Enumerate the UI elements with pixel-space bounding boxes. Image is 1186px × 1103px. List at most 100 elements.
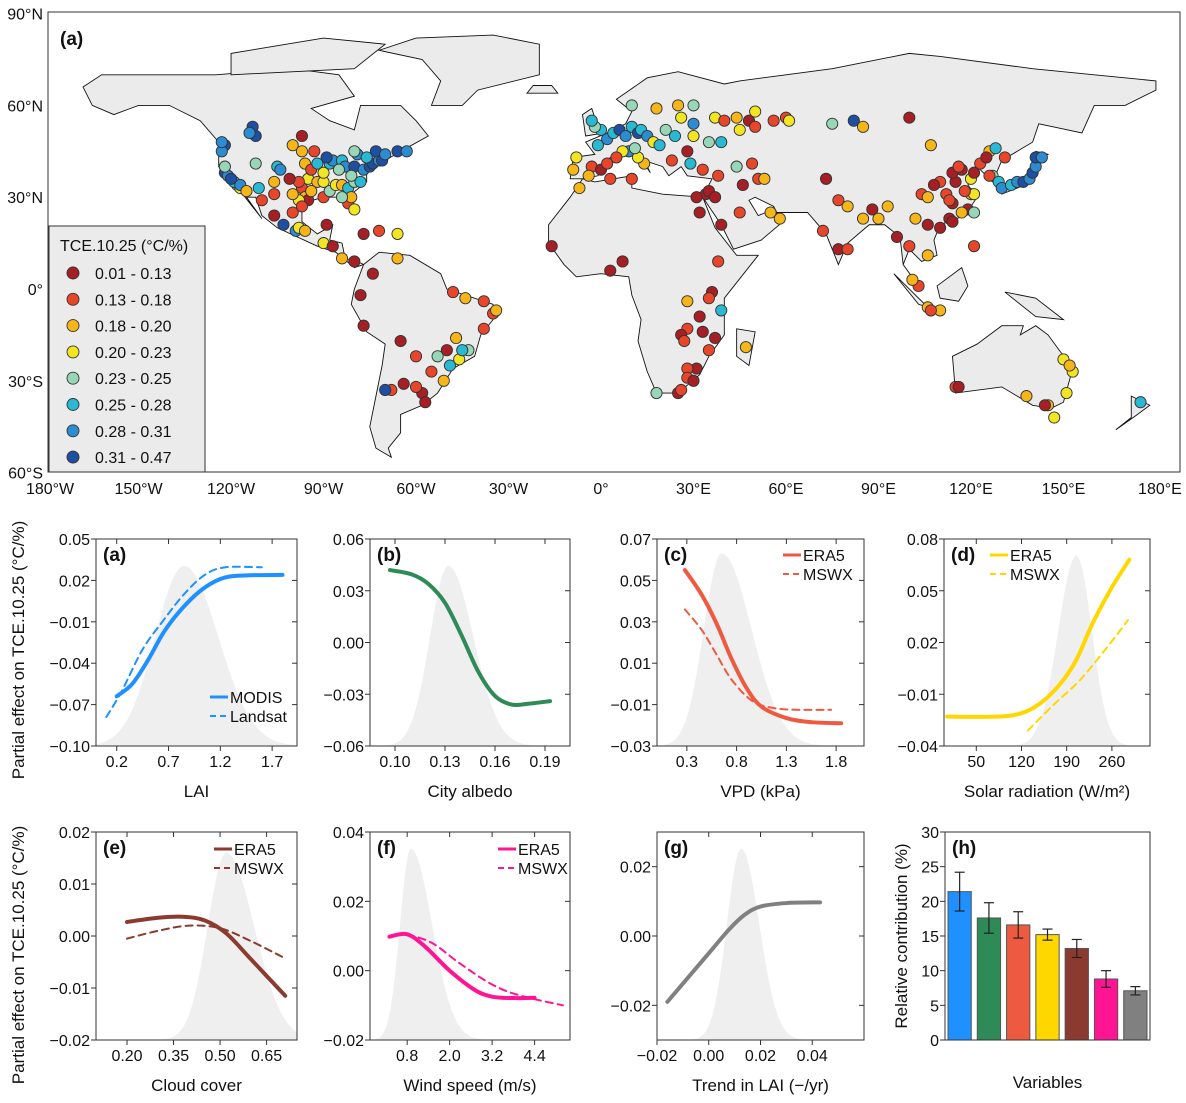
x-axis-title: Cloud cover bbox=[151, 1076, 242, 1095]
panel-g: −0.02 0.00 0.02 0.04 Trend in LAI (−/yr) −0.0… bbox=[611, 831, 865, 1095]
x-tick-label: 0.7 bbox=[157, 754, 179, 771]
plot-frame bbox=[656, 831, 865, 1041]
bar bbox=[976, 917, 1002, 1041]
city-point bbox=[773, 212, 786, 225]
y-tick-label: 0.05 bbox=[907, 584, 938, 601]
lon-tick-label: 180°E bbox=[1138, 481, 1182, 498]
city-point bbox=[687, 117, 700, 130]
city-point bbox=[419, 396, 432, 409]
y-tick-label: 5 bbox=[930, 998, 939, 1015]
city-point bbox=[675, 111, 688, 124]
city-point bbox=[573, 181, 586, 195]
city-point bbox=[712, 169, 725, 182]
y-tick-label: 0.00 bbox=[59, 929, 90, 946]
city-point bbox=[989, 142, 1002, 155]
lat-tick-label: 0° bbox=[28, 282, 43, 299]
density-area bbox=[96, 852, 297, 1040]
bar bbox=[947, 891, 972, 1041]
city-point bbox=[826, 117, 839, 130]
y-tick-label: 0.00 bbox=[333, 636, 364, 653]
panel-a: 0.2 0.7 1.2 1.7 MODIS Landsat LAI −0.10 −0.07 −0.… bbox=[50, 532, 298, 801]
y-tick-label: 0.07 bbox=[620, 532, 651, 549]
y-tick-label: 15 bbox=[921, 929, 939, 946]
legend-label: MODIS bbox=[230, 690, 282, 707]
landmass bbox=[526, 85, 559, 94]
city-point bbox=[255, 194, 268, 207]
city-point bbox=[687, 129, 700, 143]
city-point bbox=[456, 344, 469, 357]
city-point bbox=[268, 175, 281, 188]
city-point bbox=[585, 114, 598, 127]
x-tick-label: 2.0 bbox=[439, 1048, 461, 1065]
legend-label: MSWX bbox=[234, 861, 284, 878]
city-point bbox=[983, 169, 996, 182]
city-point bbox=[712, 255, 725, 268]
legend-label: 0.13 - 0.18 bbox=[95, 292, 172, 309]
city-point bbox=[903, 111, 916, 124]
city-point bbox=[715, 218, 728, 231]
series-line-era5 bbox=[945, 557, 1132, 719]
city-point bbox=[749, 120, 762, 133]
y-tick-label: 0.01 bbox=[59, 877, 90, 894]
y-tick-label: 0.02 bbox=[59, 825, 90, 842]
bar bbox=[1035, 934, 1060, 1041]
y-tick-label: −0.02 bbox=[611, 998, 652, 1015]
city-point bbox=[545, 240, 558, 253]
city-point bbox=[872, 212, 885, 225]
city-point bbox=[295, 129, 308, 143]
city-point bbox=[295, 200, 308, 213]
y-tick-label: 20 bbox=[921, 894, 939, 911]
city-point bbox=[906, 273, 919, 286]
panel-h: Variables Relative contribution (%) 0 5 10 15… bbox=[892, 825, 1151, 1092]
city-point bbox=[816, 224, 830, 237]
x-tick-label: 0.8 bbox=[396, 1048, 418, 1065]
x-tick-label: 0.50 bbox=[205, 1048, 236, 1065]
city-point bbox=[1048, 411, 1061, 424]
city-point bbox=[909, 212, 922, 225]
city-point bbox=[693, 206, 706, 219]
legend-label: MSWX bbox=[1010, 567, 1060, 584]
y-tick-label: 0.00 bbox=[620, 929, 651, 946]
legend-label: MSWX bbox=[803, 567, 853, 584]
y-tick-label: −0.07 bbox=[50, 698, 91, 715]
city-point bbox=[709, 191, 722, 204]
landmass bbox=[936, 266, 969, 302]
city-point bbox=[952, 380, 965, 393]
y-tick-label: −0.01 bbox=[50, 981, 91, 998]
city-point bbox=[764, 206, 777, 219]
lon-tick-label: 120°E bbox=[949, 481, 993, 498]
city-point bbox=[924, 139, 937, 152]
series-line-mswx bbox=[126, 924, 284, 958]
density-area bbox=[96, 565, 297, 746]
panel-label: (g) bbox=[664, 838, 688, 859]
plot-frame bbox=[95, 538, 298, 747]
city-point bbox=[678, 334, 691, 348]
city-point bbox=[360, 151, 373, 164]
legend-swatch bbox=[66, 371, 80, 385]
series-line bbox=[388, 568, 552, 708]
map-legend: TCE.10.25 (°C/%) 0.01 - 0.13 0.13 - 0.18 0.… bbox=[48, 225, 206, 473]
city-point bbox=[681, 295, 694, 308]
city-point bbox=[379, 148, 392, 161]
y-tick-label: −0.03 bbox=[324, 687, 365, 704]
x-axis-title: City albedo bbox=[427, 782, 512, 801]
lat-tick-label: 60°N bbox=[7, 98, 43, 115]
legend-title: TCE.10.25 (°C/%) bbox=[60, 238, 188, 255]
y-tick-label: 0.06 bbox=[333, 532, 364, 549]
city-point bbox=[409, 380, 423, 393]
city-point bbox=[881, 200, 894, 213]
series-line-era5 bbox=[682, 568, 844, 726]
city-point bbox=[218, 160, 231, 173]
city-point bbox=[431, 350, 444, 363]
city-point bbox=[702, 136, 715, 149]
city-point bbox=[730, 111, 743, 124]
city-point bbox=[243, 126, 256, 139]
series-line-landsat bbox=[105, 565, 263, 719]
density-area bbox=[370, 848, 570, 1040]
lon-tick-label: 60°E bbox=[769, 481, 804, 498]
city-point bbox=[320, 151, 333, 164]
x-tick-label: 50 bbox=[967, 754, 985, 771]
city-point bbox=[866, 203, 879, 216]
city-point bbox=[903, 240, 916, 253]
